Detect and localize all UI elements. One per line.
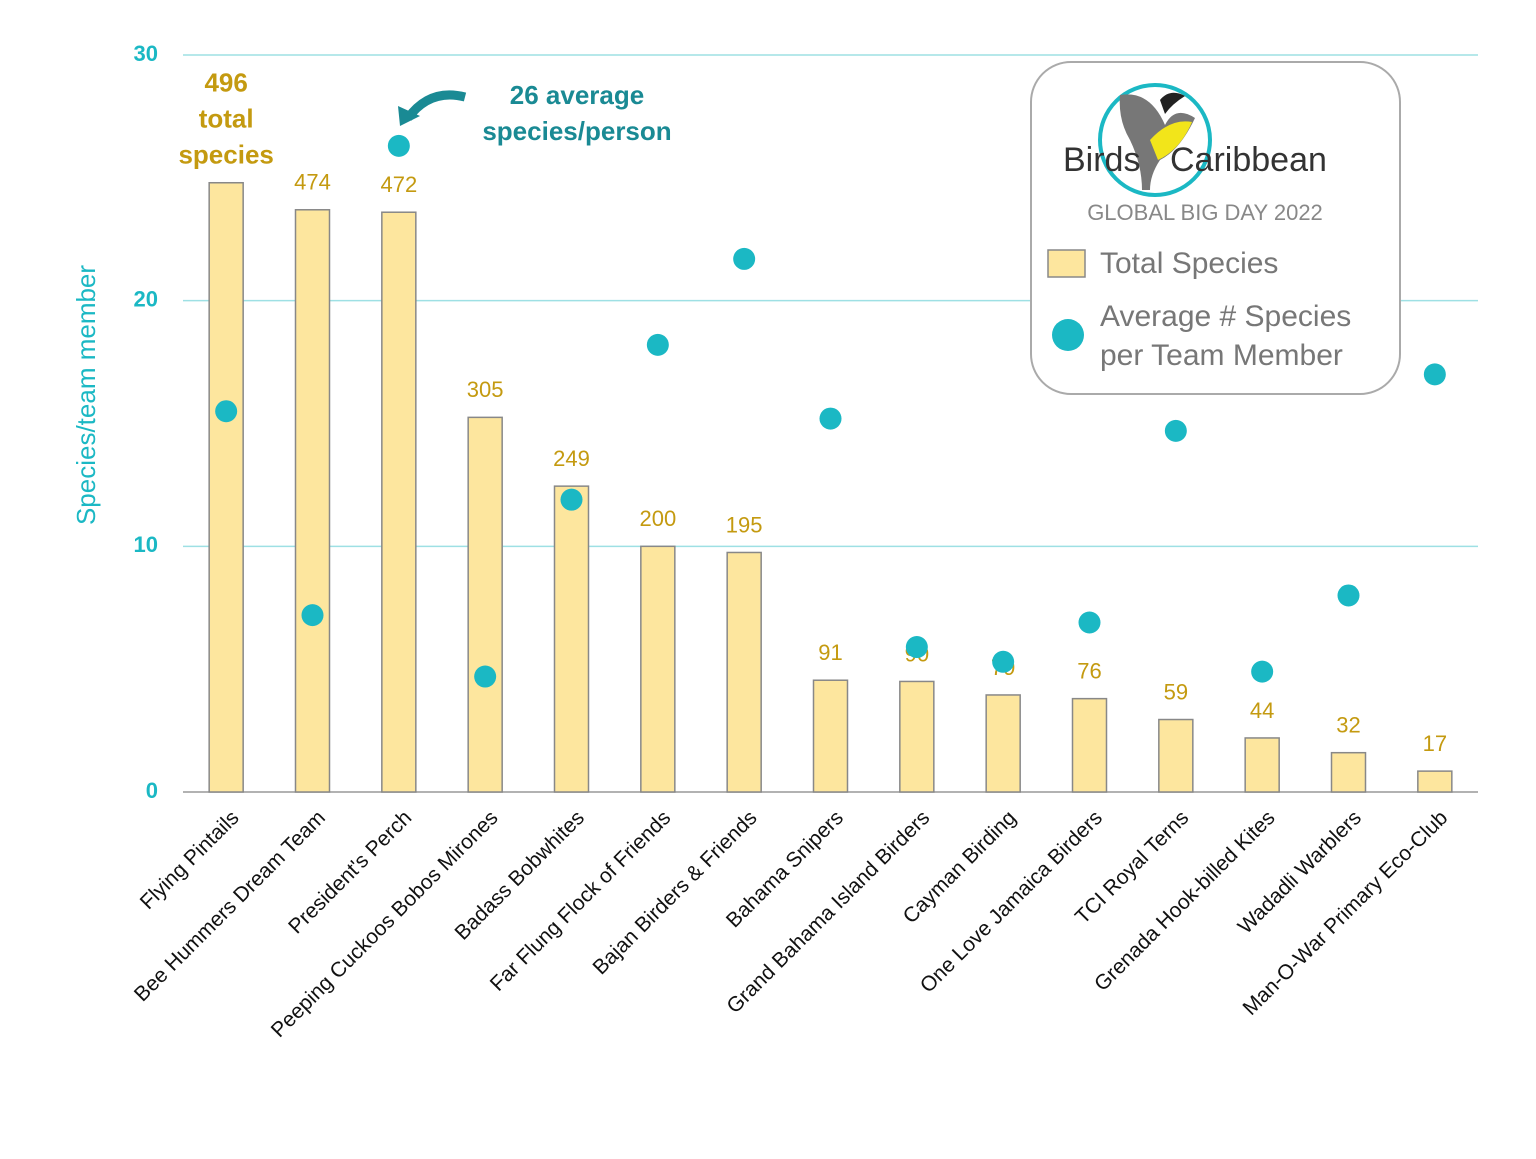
dot (819, 407, 842, 430)
dot (560, 488, 583, 511)
value-label: 472 (380, 172, 417, 197)
bar (467, 416, 503, 793)
bar (640, 545, 676, 793)
legend: Birds Caribbean GLOBAL BIG DAY 2022 Tota… (1030, 61, 1401, 395)
logo-text: Caribbean (1170, 141, 1327, 179)
dot (646, 333, 669, 356)
bar (1071, 697, 1108, 793)
bar (1330, 751, 1367, 793)
bar (726, 551, 762, 793)
value-label: 76 (1077, 658, 1101, 683)
bar (985, 694, 1021, 793)
legend-swatch (1047, 249, 1086, 278)
dot (215, 400, 238, 423)
logo-ring (1098, 83, 1212, 197)
legend-subtitle: GLOBAL BIG DAY 2022 (1087, 200, 1323, 225)
bar (899, 680, 935, 793)
dot (1337, 584, 1360, 607)
x-tick-label: Far Flung Flock of Friends (486, 806, 676, 996)
logo-bird-head (1160, 92, 1185, 114)
annotation-arrowhead (398, 106, 420, 126)
y-tick-label: 10 (134, 532, 158, 557)
dot (1423, 363, 1446, 386)
bar (1417, 770, 1453, 793)
logo-text: Birds (1063, 141, 1140, 179)
dot (1164, 419, 1187, 442)
bar (1244, 737, 1280, 793)
dot (387, 134, 410, 157)
bar (208, 181, 244, 793)
y-axis-label: Species/team member (71, 265, 101, 525)
y-tick-label: 30 (134, 41, 158, 66)
value-label: 59 (1164, 679, 1188, 704)
legend-label: Total Species (1100, 247, 1278, 280)
x-tick-label: Grenada Hook-billed Kites (1090, 806, 1280, 996)
bar (381, 211, 417, 793)
value-label: 17 (1423, 731, 1447, 756)
value-label: 496 total species (178, 68, 273, 170)
value-label: 195 (726, 512, 763, 537)
annotation: 26 average species/person (482, 80, 671, 146)
legend-marker (1052, 319, 1084, 351)
bar (1158, 718, 1194, 793)
value-label: 249 (553, 446, 590, 471)
y-tick-label: 0 (146, 778, 158, 803)
value-label: 91 (818, 640, 842, 665)
dot (1078, 611, 1101, 634)
bar (294, 209, 331, 793)
dot (474, 665, 497, 688)
logo-bird-belly (1150, 121, 1192, 160)
value-label: 305 (467, 377, 504, 402)
bar (553, 485, 590, 793)
dot (992, 650, 1015, 673)
value-label: 474 (294, 170, 331, 195)
x-tick-label: Bajan Birders & Friends (589, 806, 762, 979)
legend-box (1030, 61, 1401, 395)
value-label: 44 (1250, 698, 1274, 723)
value-label: 200 (639, 506, 676, 531)
dot (733, 247, 756, 270)
dot (301, 604, 324, 627)
x-tick-label: One Love Jamaica Birders (916, 806, 1107, 997)
y-tick-label: 20 (134, 286, 158, 311)
bar (812, 679, 849, 793)
dot (1251, 660, 1274, 683)
legend-label: Average # Species per Team Member (1100, 300, 1351, 372)
value-label: 32 (1336, 713, 1360, 738)
dot (905, 636, 928, 659)
